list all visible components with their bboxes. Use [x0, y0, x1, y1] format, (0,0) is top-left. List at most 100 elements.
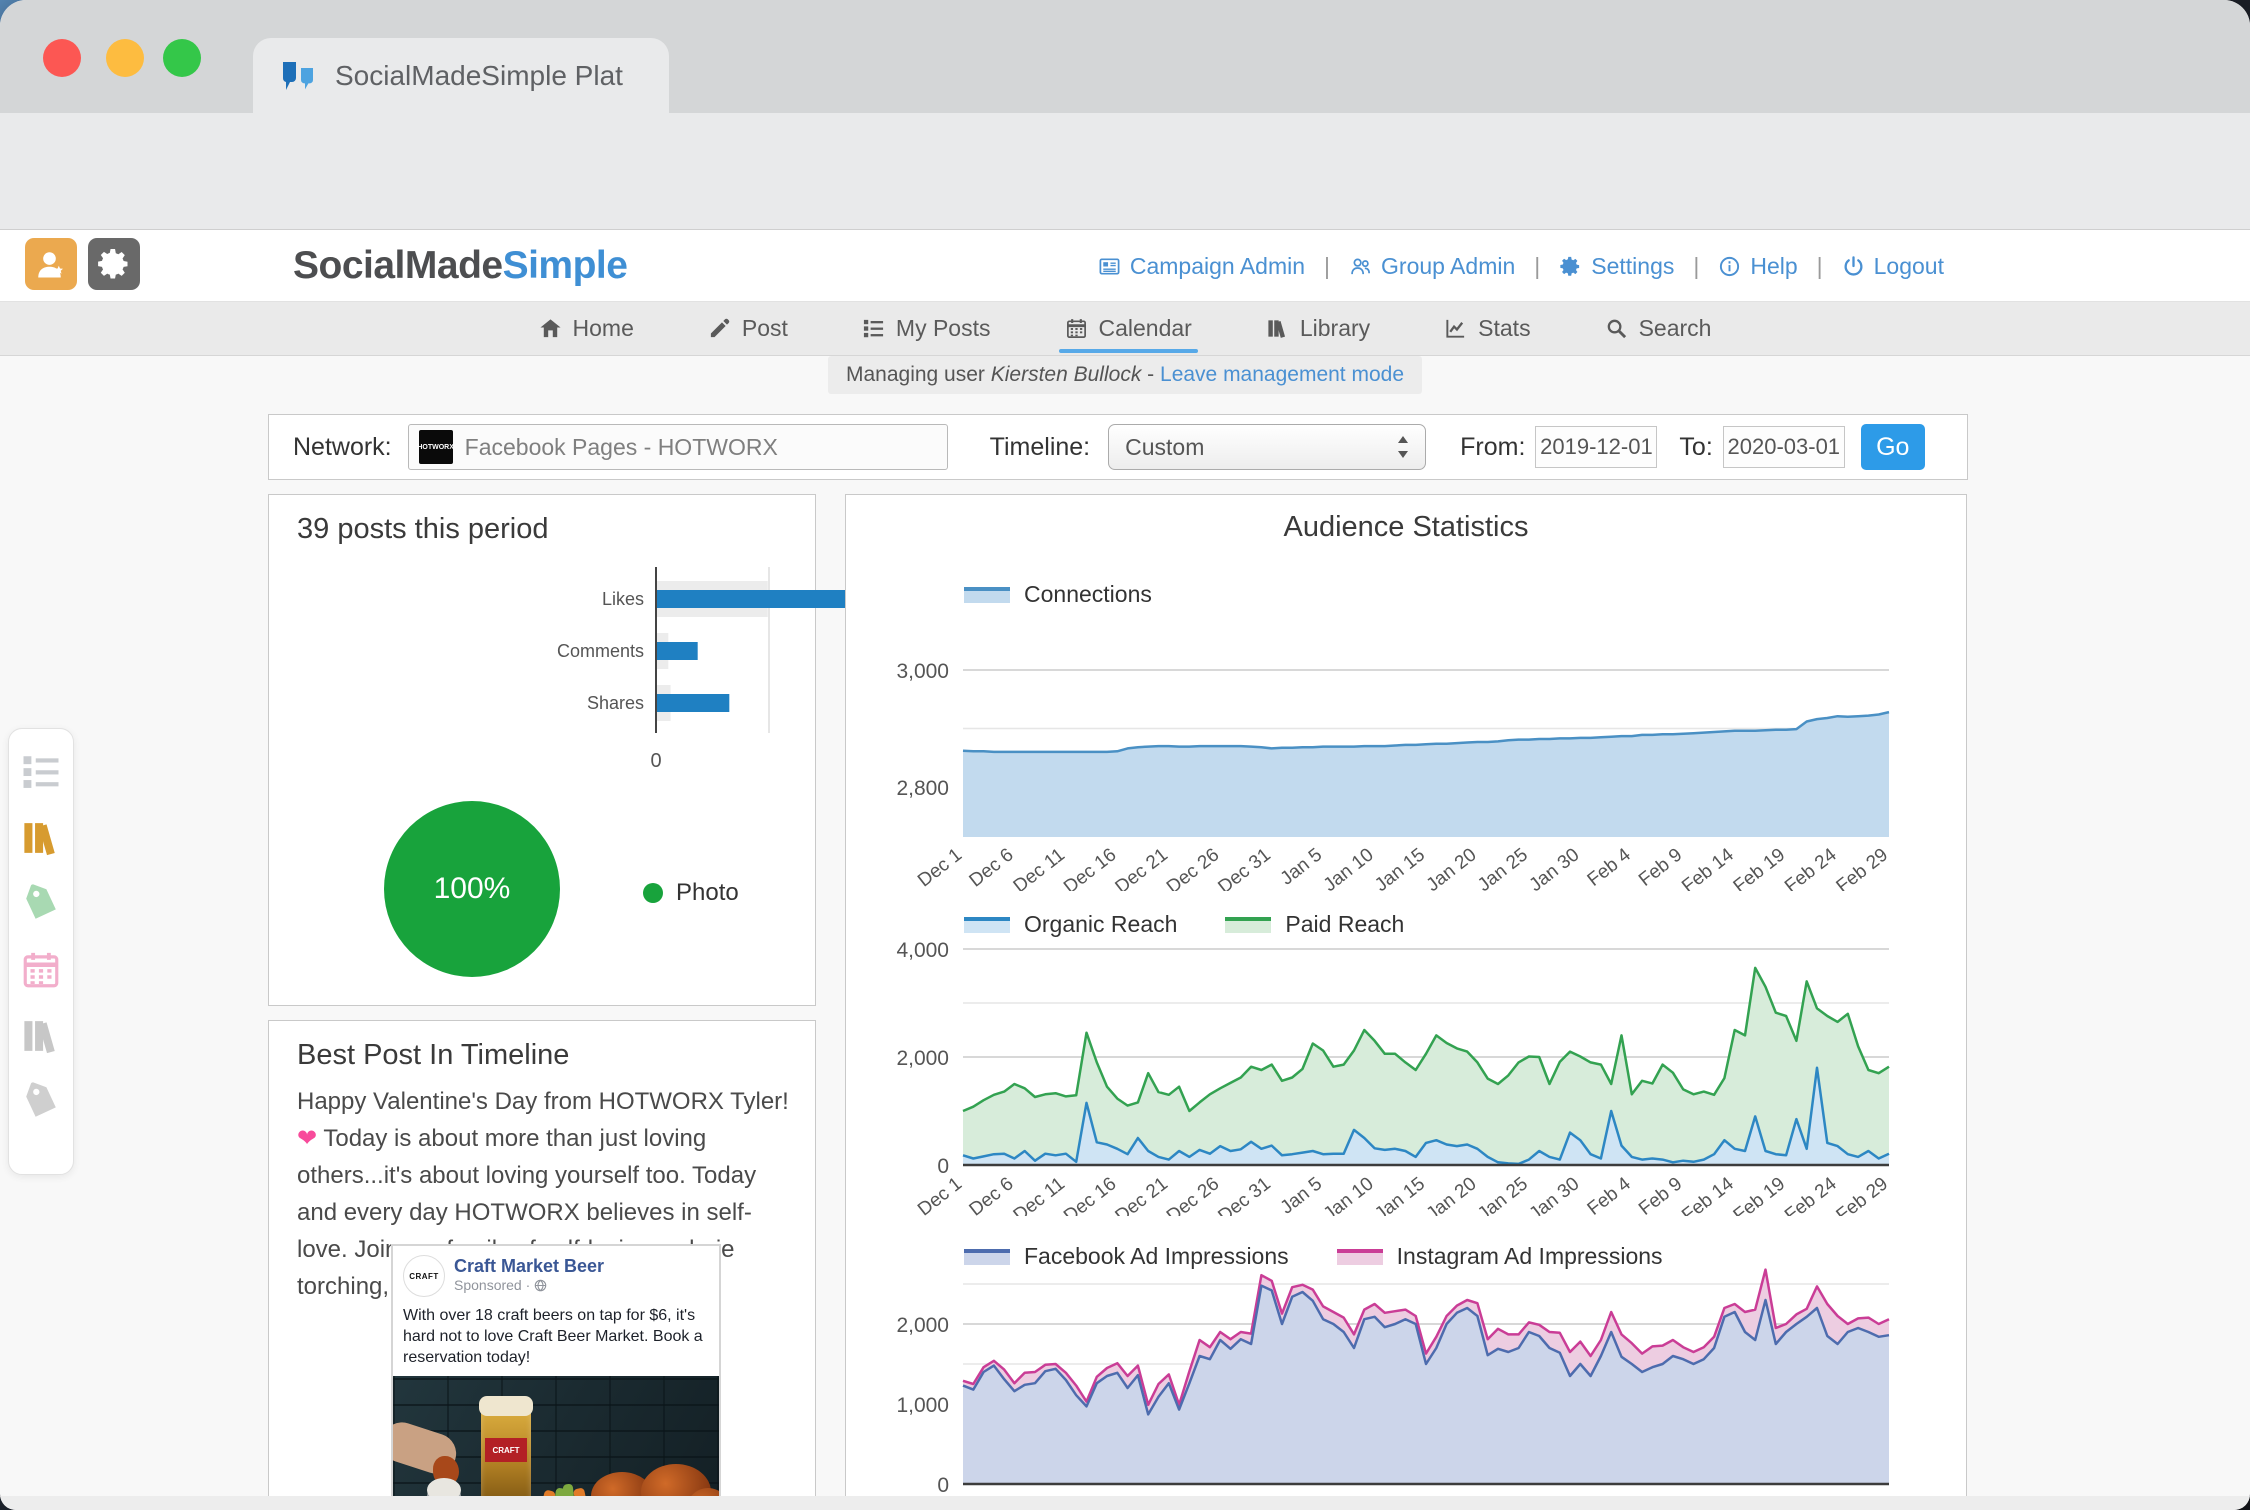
quick-settings-gear-icon[interactable] [88, 238, 140, 290]
list-icon[interactable] [20, 751, 62, 793]
group-people-icon [1349, 255, 1372, 278]
to-label: To: [1679, 432, 1713, 461]
page-name[interactable]: Craft Market Beer [454, 1256, 605, 1276]
svg-text:Likes: Likes [602, 589, 644, 609]
library-books-icon-gray[interactable] [20, 1015, 62, 1057]
help-link[interactable]: Help [1718, 252, 1798, 280]
home-icon [539, 317, 562, 340]
svg-text:Dec 6: Dec 6 [965, 844, 1017, 891]
tab-library-label: Library [1299, 315, 1371, 341]
svg-text:0: 0 [937, 1155, 949, 1178]
separator: | [1693, 252, 1700, 279]
network-selector[interactable]: HOTWORX Facebook Pages - HOTWORX [407, 424, 948, 470]
window-bottom-edge [0, 1496, 2250, 1510]
svg-text:Jan 5: Jan 5 [1277, 844, 1327, 889]
managed-user-icon[interactable] [25, 238, 77, 290]
to-date-input[interactable]: 2020-03-01 [1722, 426, 1845, 468]
separator: | [1534, 252, 1541, 279]
close-window-button[interactable] [43, 39, 81, 77]
logout-link[interactable]: Logout [1842, 253, 1944, 280]
logout-label: Logout [1873, 252, 1944, 279]
app-logo[interactable]: SocialMadeSimple [293, 230, 628, 302]
managed-user-name: Kiersten Bullock [990, 363, 1142, 386]
svg-text:0: 0 [937, 1474, 949, 1497]
connections-swatch [964, 586, 1010, 603]
tag-icon[interactable] [20, 883, 62, 925]
campaign-admin-label: Campaign Admin [1129, 252, 1306, 279]
timeline-select[interactable]: Custom [1108, 424, 1427, 470]
info-circle-icon [1718, 255, 1741, 278]
sponsored-row: Sponsored · [454, 1277, 604, 1293]
connections-legend: Connections [964, 581, 1152, 608]
svg-text:Feb 14: Feb 14 [1678, 844, 1738, 891]
site-favicon-quotes-icon [279, 56, 319, 96]
globe-icon [534, 1279, 547, 1292]
paid-reach-swatch [1225, 916, 1272, 933]
organic-reach-swatch [964, 916, 1010, 933]
tab-home[interactable]: Home [539, 302, 634, 356]
leave-management-mode-link[interactable]: Leave management mode [1160, 363, 1405, 386]
svg-text:Feb 29: Feb 29 [1833, 844, 1893, 891]
tab-stats-label: Stats [1478, 315, 1531, 341]
group-admin-link[interactable]: Group Admin [1349, 253, 1515, 280]
browser-tab[interactable]: SocialMadeSimple Plat [253, 38, 669, 113]
minimize-window-button[interactable] [106, 39, 144, 77]
legend-item-paid-reach: Paid Reach [1225, 911, 1404, 938]
svg-text:Feb 4: Feb 4 [1584, 1173, 1636, 1216]
campaign-admin-link[interactable]: Campaign Admin [1098, 253, 1305, 280]
ad-impressions-legend: Facebook Ad Impressions Instagram Ad Imp… [964, 1243, 1663, 1270]
logo-text-dark: SocialMade [293, 244, 503, 287]
tab-search[interactable]: Search [1605, 302, 1712, 356]
tab-library[interactable]: Library [1266, 302, 1370, 356]
facebook-ads-legend-label: Facebook Ad Impressions [1024, 1243, 1289, 1269]
list-icon [862, 317, 885, 340]
calendar-icon-pink[interactable] [20, 949, 62, 991]
zoom-window-button[interactable] [163, 39, 201, 77]
pie-center-label: 100% [433, 872, 511, 905]
instagram-ads-legend-label: Instagram Ad Impressions [1396, 1243, 1663, 1269]
svg-text:Dec 11: Dec 11 [1010, 844, 1069, 891]
tab-stats[interactable]: Stats [1444, 302, 1531, 356]
svg-text:Jan 15: Jan 15 [1371, 1173, 1429, 1216]
tab-calendar[interactable]: Calendar [1058, 302, 1199, 356]
svg-text:Jan 30: Jan 30 [1526, 1173, 1584, 1216]
tab-search-label: Search [1638, 315, 1712, 341]
svg-text:Jan 10: Jan 10 [1320, 844, 1378, 891]
best-post-title: Best Post In Timeline [297, 1039, 570, 1071]
posts-summary-panel: 39 posts this period Likes Comments Shares… [268, 494, 1026, 1006]
campaign-card-icon [1098, 255, 1121, 278]
pie-legend-dot [643, 883, 663, 903]
tag-icon-gray[interactable] [20, 1081, 62, 1123]
svg-text:Jan 15: Jan 15 [1371, 844, 1429, 891]
go-button[interactable]: Go [1860, 424, 1925, 470]
organic-reach-legend-label: Organic Reach [1024, 911, 1178, 937]
timeline-label: Timeline: [989, 432, 1091, 461]
settings-link[interactable]: Settings [1559, 253, 1674, 280]
library-books-icon[interactable] [20, 817, 62, 859]
managing-prefix: Managing user [845, 363, 985, 386]
svg-text:1,000: 1,000 [896, 1394, 949, 1417]
audience-statistics-panel: Audience Statistics Connections 3,000 2,8… [845, 494, 1967, 1510]
help-label: Help [1750, 252, 1798, 279]
power-icon [1842, 255, 1865, 278]
from-date-input[interactable]: 2019-12-01 [1535, 426, 1658, 468]
tab-my-posts[interactable]: My Posts [862, 302, 991, 356]
paid-reach-legend-label: Paid Reach [1285, 911, 1405, 937]
facebook-post-body: With over 18 craft beers on tap for $6, … [403, 1307, 703, 1366]
svg-text:2,000: 2,000 [896, 1314, 949, 1337]
timeline-selected-value: Custom [1125, 433, 1205, 460]
svg-text:Feb 24: Feb 24 [1781, 844, 1841, 891]
logo-text-blue: Simple [502, 244, 628, 287]
select-arrows-icon [1395, 434, 1411, 460]
craft-label: CRAFT [485, 1438, 527, 1462]
facebook-post-embed[interactable]: CRAFT Craft Market Beer Sponsored · With… [391, 1244, 721, 1510]
managing-user-banner: Managing user Kiersten Bullock - Leave m… [827, 356, 1423, 394]
tab-post[interactable]: Post [708, 302, 788, 356]
svg-text:Feb 29: Feb 29 [1833, 1173, 1893, 1216]
beer-foam [479, 1396, 533, 1416]
